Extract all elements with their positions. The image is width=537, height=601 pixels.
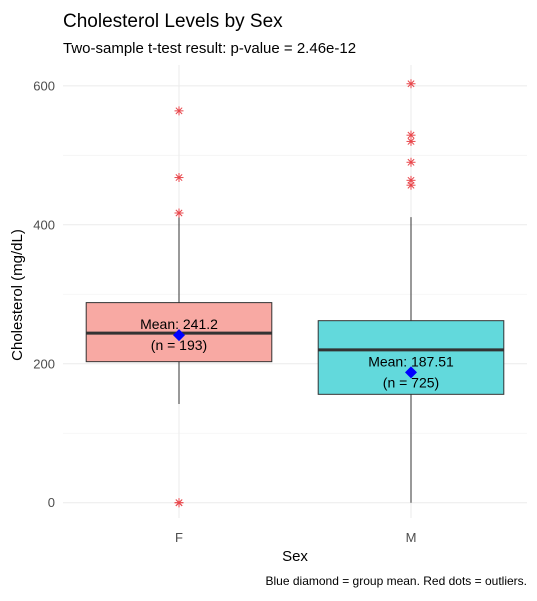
x-axis-title: Sex [282,548,308,565]
y-tick-label: 400 [33,217,55,232]
chart-caption: Blue diamond = group mean. Red dots = ou… [266,574,528,588]
outlier-point [174,208,184,218]
x-tick-label: M [406,530,417,545]
mean-label: Mean: 187.51 [368,353,454,369]
grid-lines [63,65,527,518]
x-tick-label: F [175,530,183,545]
chart-title: Cholesterol Levels by Sex [63,11,283,32]
outlier-point [406,157,416,167]
n-label: (n = 193) [151,337,207,353]
iqr-box [317,320,505,395]
y-axis-ticks: 0 200 400 600 [33,78,55,510]
n-label: (n = 725) [383,374,439,390]
outlier-point [174,106,184,116]
y-tick-label: 600 [33,78,55,93]
plot-area: Mean: 241.2 (n = 193) Mean: 187.51 (n = 725… [85,79,505,508]
y-tick-label: 200 [33,356,55,371]
outlier-point [406,130,416,140]
outlier-point [174,498,184,508]
mean-marker [405,366,417,379]
y-axis-title: Cholesterol (mg/dL) [9,229,26,361]
outlier-point [174,173,184,183]
outlier-point [406,175,416,185]
mean-label: Mean: 241.2 [140,316,218,332]
box-group-f: Mean: 241.2 (n = 193) [85,106,273,508]
mean-marker [173,329,185,342]
outlier-point [406,79,416,89]
y-tick-label: 0 [48,495,55,510]
box-group-m: Mean: 187.51 (n = 725) [317,79,505,503]
chart-subtitle: Two-sample t-test result: p-value = 2.46… [63,40,356,57]
